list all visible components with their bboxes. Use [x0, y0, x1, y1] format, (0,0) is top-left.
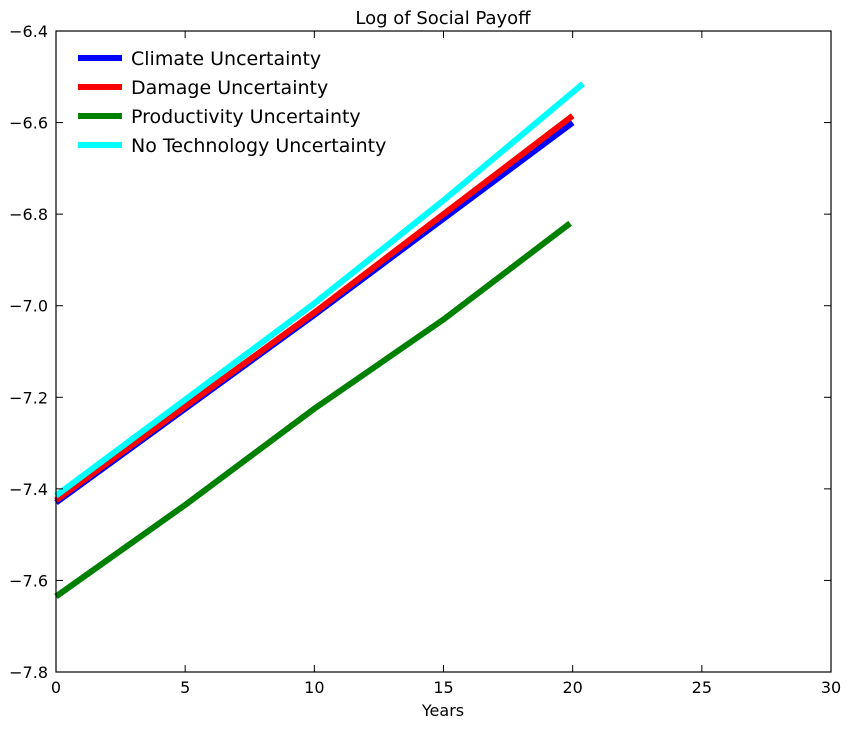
legend: Climate Uncertainty Damage Uncertainty Pro…: [78, 48, 386, 157]
legend-label-3: No Technology Uncertainty: [131, 135, 386, 157]
x-tick-label: 30: [821, 678, 841, 697]
y-tick-label: −7.2: [9, 388, 48, 407]
y-tick-label: −7.6: [9, 571, 48, 590]
x-tick-label: 5: [180, 678, 190, 697]
series-line-2: [54, 220, 572, 599]
y-tick-label: −6.8: [9, 205, 48, 224]
series-line-1: [54, 113, 575, 503]
y-tick-label: −7.4: [9, 480, 48, 499]
ticks-layer: 0 5 10 15 20 25 30 −7.8 −7.6 −7.4 −7.2 −7.0 −6.8 −6.6…: [9, 22, 841, 697]
legend-label-2: Productivity Uncertainty: [131, 106, 361, 128]
series-line-3: [54, 81, 585, 499]
x-axis-label: Years: [421, 701, 464, 720]
y-tick-label: −6.6: [9, 114, 48, 133]
x-tick-label: 25: [692, 678, 712, 697]
y-tick-label: −7.0: [9, 297, 48, 316]
x-tick-label: 0: [51, 678, 61, 697]
chart-title: Log of Social Payoff: [355, 8, 531, 29]
legend-label-1: Damage Uncertainty: [131, 77, 328, 99]
x-tick-label: 20: [562, 678, 582, 697]
legend-label-0: Climate Uncertainty: [131, 48, 321, 70]
y-tick-label: −6.4: [9, 22, 48, 41]
y-tick-label: −7.8: [9, 663, 48, 682]
series-layer: [54, 81, 585, 599]
x-tick-label: 15: [433, 678, 453, 697]
x-tick-label: 10: [304, 678, 324, 697]
